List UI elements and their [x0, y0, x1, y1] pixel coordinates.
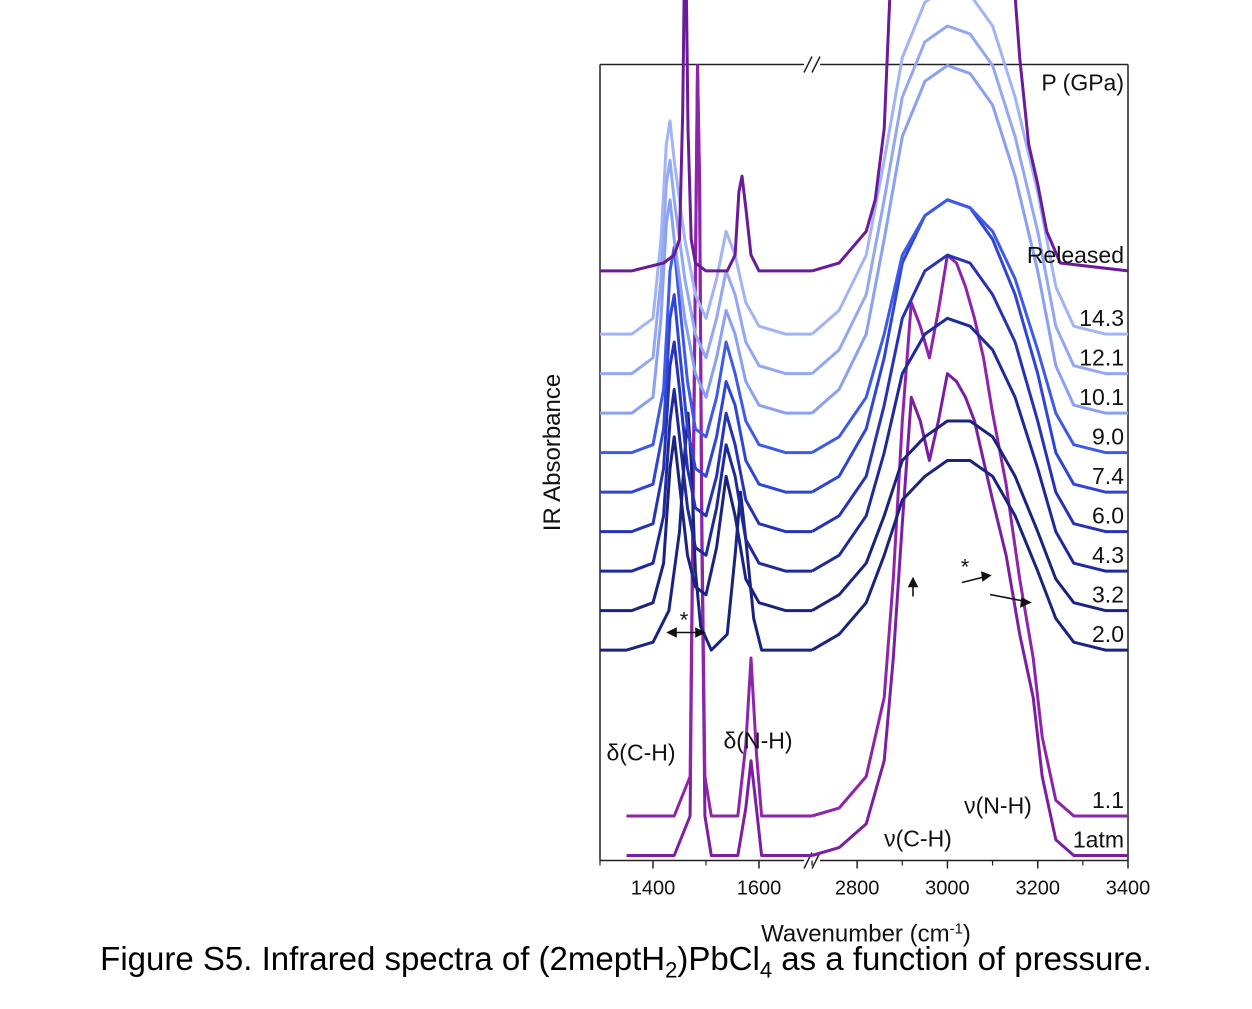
spectrum-3-2 — [600, 419, 1128, 613]
series-label: 1.1 — [1092, 787, 1124, 813]
spectrum-10-1 — [600, 64, 1128, 415]
x-tick-label: 3000 — [925, 878, 970, 900]
shift-arrows — [666, 571, 1032, 638]
spectrum-4-3 — [600, 316, 1128, 573]
series-labels: 1atm 1.1 2.0 3.2 4.3 6.0 7.4 9.0 10.1 12.1 14.3 Rel… — [1027, 242, 1124, 853]
series-label: 14.3 — [1079, 305, 1124, 331]
series-label: 12.1 — [1079, 345, 1124, 371]
spectrum-2-0 — [600, 411, 1128, 652]
annotation-star-right: * — [961, 555, 970, 580]
axis-break-mark — [803, 56, 813, 73]
annotation-delta-ch: δ(C-H) — [607, 740, 676, 766]
spectrum-9-0 — [600, 198, 1128, 455]
series-label: 4.3 — [1092, 542, 1124, 568]
y-axis-label: IR Absorbance — [539, 374, 566, 531]
series-label: Released — [1027, 242, 1124, 268]
series-label: 3.2 — [1092, 582, 1124, 608]
series-label: 6.0 — [1092, 503, 1124, 529]
x-tick-label: 1400 — [631, 878, 676, 900]
annotation-nu-ch: ν(C-H) — [884, 826, 952, 852]
series-label: 9.0 — [1092, 424, 1124, 450]
x-axis-ticks: 1400 1600 2800 3000 3200 3400 — [599, 860, 1151, 900]
legend-title: P (GPa) — [1041, 70, 1124, 96]
annotation-star-left: * — [680, 608, 689, 633]
spectrum-6-0 — [600, 253, 1128, 534]
spectra-curves — [600, 0, 1129, 857]
annotation-nu-nh: ν(N-H) — [964, 793, 1032, 819]
spectrum-12-1 — [600, 24, 1128, 376]
figure-caption: Figure S5. Infrared spectra of (2meptH2)… — [100, 940, 1152, 983]
annotation-delta-nh: δ(N-H) — [724, 728, 793, 754]
axis-break-mark — [811, 56, 821, 73]
x-axis-label: Wavenumber (cm-1) — [761, 920, 971, 948]
plot-frame — [599, 56, 1129, 869]
series-label: 7.4 — [1092, 463, 1124, 489]
axis-break-mark — [811, 852, 821, 869]
series-label: 10.1 — [1079, 384, 1124, 410]
series-label: 2.0 — [1092, 621, 1124, 647]
x-tick-label: 2800 — [835, 878, 880, 900]
x-tick-label: 3400 — [1106, 878, 1151, 900]
x-tick-label: 3200 — [1015, 878, 1060, 900]
series-label: 1atm — [1073, 827, 1124, 853]
spectrum-released — [600, 0, 1129, 273]
x-tick-label: 1600 — [737, 878, 782, 900]
